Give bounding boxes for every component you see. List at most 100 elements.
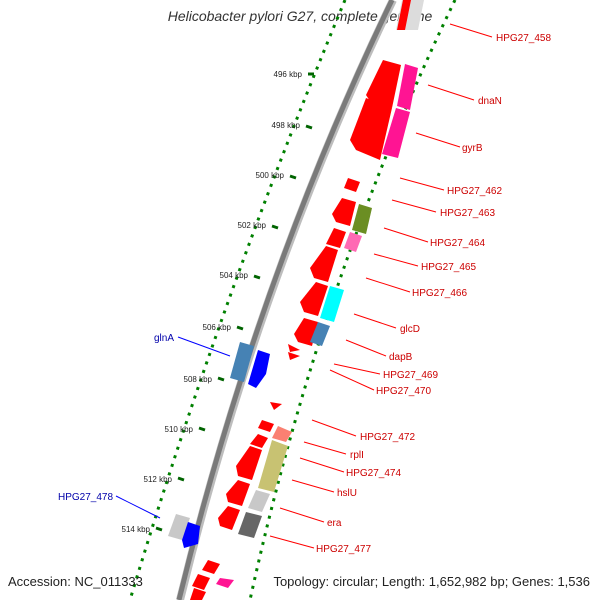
leader-line <box>333 363 381 375</box>
leader-line <box>415 132 461 148</box>
backbone <box>176 0 395 600</box>
tick-label: 506 kbp <box>203 323 232 332</box>
gene-arrow-dnaN <box>366 60 401 108</box>
gene-label-gyrB: gyrB <box>462 143 483 154</box>
tick-label: 498 kbp <box>272 121 301 130</box>
gene-arrow-era <box>218 506 240 530</box>
leader-lines-blue <box>115 336 231 519</box>
gene-label-glnA: glnA <box>154 333 174 344</box>
gene-label-HPG27_477: HPG27_477 <box>316 544 371 555</box>
gene-arrow-469 <box>288 352 300 360</box>
leader-line <box>365 277 411 293</box>
gene-arrow-458 <box>397 0 411 30</box>
gene-block-gyrB <box>382 108 410 158</box>
leader-line <box>399 177 445 191</box>
tick-mark <box>217 376 225 382</box>
gene-arrow-bottom-1 <box>202 560 220 574</box>
gene-arrow-hslU <box>226 480 250 506</box>
gene-label-glcD: glcD <box>400 324 420 335</box>
leader-line <box>269 535 315 549</box>
gene-label-HPG27_478: HPG27_478 <box>58 492 113 503</box>
gene-arrow-464 <box>326 228 346 248</box>
leader-line <box>373 253 419 267</box>
leader-line <box>279 507 325 523</box>
gene-arrow-470 <box>270 402 282 410</box>
gene-label-hslU: hslU <box>337 488 357 499</box>
gene-label-dapB: dapB <box>389 352 413 363</box>
leader-line <box>115 495 161 519</box>
gene-arrow-462 <box>344 178 360 192</box>
gene-label-HPG27_472: HPG27_472 <box>360 432 415 443</box>
tick-label: 496 kbp <box>274 70 303 79</box>
scale-tick: 512 kbp <box>144 475 185 484</box>
gene-arrow-463 <box>332 198 356 226</box>
gene-label-rplI: rplI <box>350 450 364 461</box>
gene-block-477 <box>238 512 262 538</box>
gene-label-HPG27_474: HPG27_474 <box>346 468 401 479</box>
tick-mark <box>289 174 297 180</box>
tick-label: 514 kbp <box>122 525 151 534</box>
scale-tick: 504 kbp <box>220 271 261 280</box>
inner-dotted-line <box>128 0 347 600</box>
tick-label: 504 kbp <box>220 271 249 280</box>
gene-label-HPG27_462: HPG27_462 <box>447 186 502 197</box>
gene-block-glcD-2 <box>310 322 330 346</box>
tick-mark <box>305 124 313 130</box>
gene-arrow-bottom-3 <box>190 588 206 600</box>
gene-block-bottom <box>216 578 234 588</box>
gene-label-HPG27_463: HPG27_463 <box>440 208 495 219</box>
scale-tick: 502 kbp <box>238 221 279 230</box>
leader-line <box>177 336 231 357</box>
scale-tick: 496 kbp <box>274 70 314 79</box>
gene-arrow-478 <box>182 522 200 548</box>
tick-label: 500 kbp <box>256 171 285 180</box>
gene-label-dnaN: dnaN <box>478 96 502 107</box>
gene-block-glnA <box>230 342 254 382</box>
scale-tick: 510 kbp <box>165 425 206 434</box>
gene-arrow-466 <box>300 282 328 316</box>
gene-block-hslU <box>258 440 288 492</box>
gene-labels: HPG27_458 dnaN gyrB HPG27_462 HPG27_463 … <box>58 33 551 555</box>
gene-label-HPG27_466: HPG27_466 <box>412 288 467 299</box>
topology-text: Topology: circular; Length: 1,652,982 bp… <box>273 574 590 589</box>
gene-block-rplI <box>272 426 292 442</box>
scale-tick: 506 kbp <box>203 323 244 332</box>
scale-tick: 508 kbp <box>184 375 225 384</box>
gene-label-HPG27_470: HPG27_470 <box>376 386 431 397</box>
tick-mark <box>177 476 185 482</box>
leader-line <box>383 227 429 243</box>
gene-label-HPG27_458: HPG27_458 <box>496 33 551 44</box>
gene-arrow-bottom-2 <box>192 574 210 590</box>
leader-line <box>353 313 397 329</box>
tick-mark <box>155 526 163 532</box>
leader-line <box>345 339 387 357</box>
gene-arrow-gyrB <box>350 98 392 160</box>
gene-features <box>168 0 424 600</box>
tick-label: 512 kbp <box>144 475 173 484</box>
gene-arrow-474 <box>236 446 262 480</box>
tick-label: 508 kbp <box>184 375 213 384</box>
tick-label: 502 kbp <box>238 221 267 230</box>
gene-arrow-dapB <box>288 344 300 352</box>
tick-label: 510 kbp <box>165 425 194 434</box>
scale-ticks: 496 kbp 498 kbp 500 kbp 502 kbp 504 kbp … <box>122 70 314 534</box>
gene-arrow-472 <box>258 420 274 432</box>
scale-tick: 500 kbp <box>256 171 297 180</box>
gene-block-hslU-2 <box>248 490 270 512</box>
gene-block-glcD <box>320 286 344 322</box>
leader-line <box>329 369 375 391</box>
accession-text: Accession: NC_011333 <box>8 574 143 589</box>
gene-block-464 <box>344 232 362 252</box>
gene-label-HPG27_469: HPG27_469 <box>383 370 438 381</box>
gene-block-478 <box>168 514 190 540</box>
gene-arrow-glnA <box>248 350 270 388</box>
gene-arrow-465 <box>310 246 338 282</box>
scale-tick: 514 kbp <box>122 525 163 534</box>
scale-tick: 498 kbp <box>272 121 313 130</box>
leader-line <box>291 479 335 493</box>
genome-title: Helicobacter pylori G27, complete genome <box>167 8 433 24</box>
gene-block-463 <box>352 204 372 234</box>
leader-line <box>311 419 357 437</box>
leader-line <box>303 441 347 455</box>
gene-arrow-472b <box>250 434 268 448</box>
